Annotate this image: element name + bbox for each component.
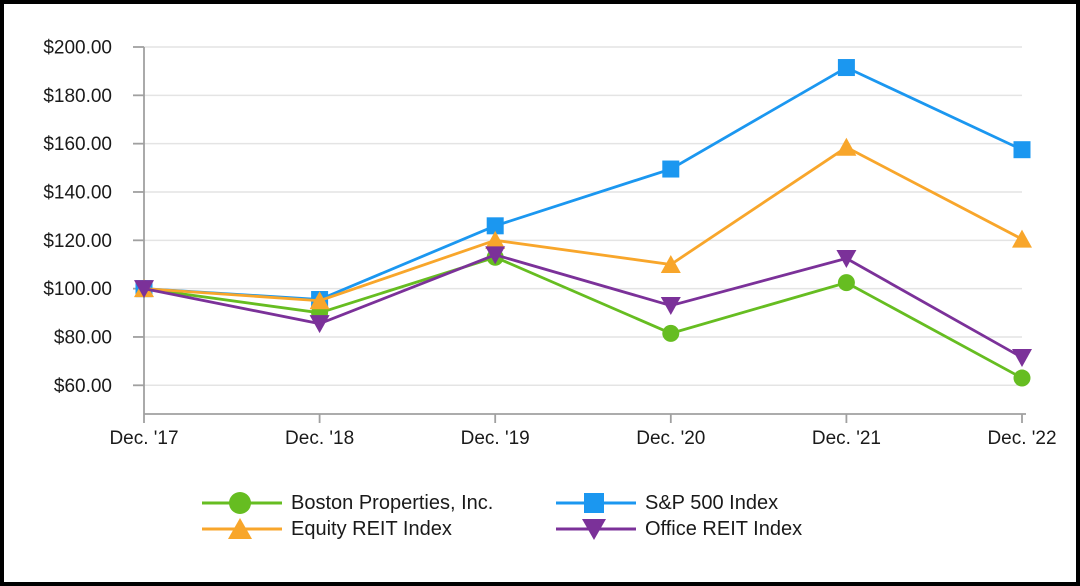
marker-s-p-500-index [486,217,504,235]
x-axis-label: Dec. '20 [636,428,705,449]
circle-glyph [229,492,251,514]
y-axis-label: $180.00 [43,86,112,107]
x-axis-label: Dec. '21 [812,428,881,449]
chart-legend: Boston Properties, Inc. S&P 500 Index Eq… [202,490,802,542]
legend-item-office-reit: Office REIT Index [556,516,802,542]
marker-equity-reit-index [660,254,681,273]
y-axis-label: $80.00 [54,327,112,348]
legend-label: S&P 500 Index [645,492,779,514]
triangle-down-glyph [582,519,606,540]
triangle-up-marker-icon [202,518,282,539]
marker-boston-properties-inc [662,324,680,342]
triangle-down-marker-icon [556,519,636,540]
x-axis-label: Dec. '18 [285,428,354,449]
marker-s-p-500-index [662,160,680,178]
legend-item-boston-properties: Boston Properties, Inc. [202,490,556,516]
marker-office-reit-index [1012,349,1032,368]
marker-s-p-500-index [1013,141,1031,159]
marker-office-reit-index [134,280,154,299]
y-axis-label: $140.00 [43,182,112,203]
series-line-s-p-500-index [143,65,1023,301]
x-axis-label: Dec. '22 [987,428,1056,449]
series-line-boston-properties-inc [143,255,1023,380]
series-line-equity-reit-index [143,145,1023,303]
marker-s-p-500-index [837,59,855,77]
marker-office-reit-index [836,249,857,268]
series-line-office-reit-index [143,253,1023,359]
square-glyph [584,493,604,513]
y-axis-label: $120.00 [43,231,112,252]
marker-boston-properties-inc [1013,369,1031,387]
x-axis-label: Dec. '17 [109,428,178,449]
marker-boston-properties-inc [837,274,855,292]
marker-office-reit-index [309,315,330,334]
legend-label: Equity REIT Index [291,518,452,540]
y-axis-label: $60.00 [54,376,112,397]
marker-equity-reit-index [485,230,506,249]
marker-office-reit-index [485,246,506,265]
line-chart: $200.00 $180.00 $160.00 $140.00 $120.00 $100.… [43,38,1056,450]
y-axis-label: $100.00 [43,279,112,300]
legend-label: Boston Properties, Inc. [291,492,494,514]
square-marker-icon [556,493,636,513]
circle-marker-icon [202,492,282,514]
marker-office-reit-index [660,297,681,316]
x-axis-label: Dec. '19 [461,428,530,449]
marker-equity-reit-index [836,137,857,156]
legend-item-equity-reit: Equity REIT Index [202,516,556,542]
legend-item-sp-500: S&P 500 Index [556,490,802,516]
y-axis-label: $200.00 [43,38,112,59]
marker-equity-reit-index [309,291,330,310]
marker-equity-reit-index [1012,229,1032,248]
y-axis-label: $160.00 [43,134,112,155]
triangle-up-glyph [228,518,252,539]
legend-label: Office REIT Index [645,518,803,540]
